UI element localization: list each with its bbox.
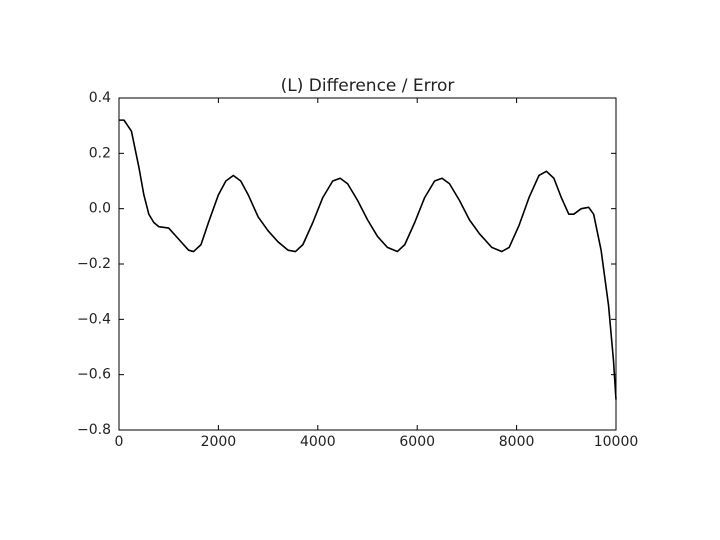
y-tick-label: −0.4 (77, 311, 111, 327)
x-tick-label: 2000 (201, 434, 237, 450)
y-tick-label: −0.6 (77, 367, 111, 383)
x-tick-label: 0 (115, 434, 124, 450)
y-tick-label: −0.8 (77, 422, 111, 438)
line-series (119, 119, 617, 400)
y-tick-label: 0.4 (89, 90, 111, 106)
plot-frame (118, 97, 617, 431)
x-tick-label: 4000 (300, 434, 336, 450)
y-tick-label: 0.0 (89, 201, 111, 217)
x-tick-label: 8000 (499, 434, 535, 450)
x-tick-label: 10000 (594, 434, 639, 450)
x-tick-label: 6000 (399, 434, 435, 450)
chart-title: (L) Difference / Error (281, 76, 455, 96)
y-tick-label: −0.2 (77, 256, 111, 272)
y-tick-label: 0.2 (89, 145, 111, 161)
